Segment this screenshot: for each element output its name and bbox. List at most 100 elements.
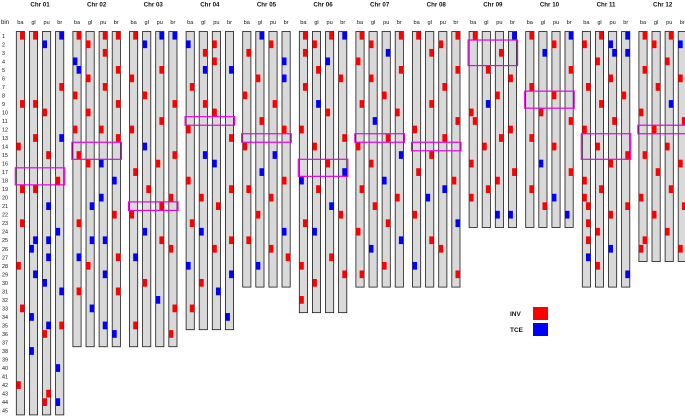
bin-mark-tce [55, 364, 61, 372]
bin-mark-inv [599, 100, 604, 108]
track-label: pu [270, 20, 276, 26]
track-label: br [227, 20, 232, 26]
track-column [564, 31, 574, 228]
track-column [242, 31, 252, 288]
bin-mark-inv [595, 57, 600, 66]
track-label: ba [470, 20, 477, 26]
bin-mark-inv [508, 125, 513, 134]
bin-mark-inv [86, 74, 91, 83]
track-column [155, 31, 165, 348]
bin-mark-inv [512, 168, 517, 176]
chromosome-label: Chr 12 [653, 2, 673, 9]
bin-mark-tce [42, 278, 48, 287]
bin-mark-inv [76, 151, 82, 159]
bin-mark-tce [542, 48, 547, 57]
bin-label: 38 [2, 349, 8, 355]
bin-mark-inv [159, 65, 164, 74]
track-column [355, 31, 365, 288]
chromosome-panel: Chr 07 ba gl pu br [354, 2, 405, 288]
bin-mark-inv [33, 100, 38, 108]
bin-label: 13 [2, 136, 8, 142]
bin-mark-inv [268, 244, 274, 253]
track-label: gl [484, 20, 488, 26]
bin-mark-inv [133, 168, 138, 176]
bin-mark-tce [398, 151, 404, 159]
bin-mark-inv [115, 65, 121, 74]
track-column [677, 31, 685, 262]
track-label: gl [145, 20, 149, 26]
bin-mark-inv [642, 236, 648, 245]
bin-mark-inv [472, 31, 478, 40]
highlight-region [467, 39, 519, 67]
bin-mark-inv [655, 83, 661, 91]
bin-mark-tce [455, 219, 460, 228]
track-label: gl [654, 20, 658, 26]
bin-mark-tce [512, 31, 517, 40]
bin-mark-inv [302, 219, 308, 228]
bin-mark-tce [342, 168, 347, 176]
bin-mark-inv [72, 125, 78, 134]
bin-mark-inv [585, 202, 591, 211]
highlight-region [354, 133, 405, 143]
chromosome-panels: Chr 01 ba gl pu br Chr 02 ba gl pu br Chr 03 ba gl pu… [14, 2, 685, 416]
bin-mark-inv [316, 185, 321, 193]
bin-label: 3 [2, 51, 5, 57]
chromosome-panel: Chr 04 ba gl pu br [184, 2, 236, 331]
bin-mark-inv [302, 31, 308, 40]
bin-mark-inv [599, 31, 604, 40]
track-column [368, 31, 378, 288]
bin-mark-inv [469, 193, 474, 202]
bin-mark-inv [242, 142, 248, 151]
highlight-region [637, 124, 685, 135]
bin-mark-inv [99, 125, 104, 134]
bin-mark-inv [678, 159, 683, 168]
bin-mark-tce [312, 227, 317, 236]
bin-mark-inv [19, 31, 25, 40]
bin-label: 32 [2, 298, 8, 304]
chromosome-panel: Chr 09 ba gl pu br [467, 2, 519, 228]
bin-label: 11 [2, 119, 8, 125]
bin-label: 40 [2, 366, 8, 372]
track-label: gl [88, 20, 92, 26]
bin-mark-tce [46, 321, 51, 330]
legend-label: TCE [510, 327, 524, 334]
bin-label: 20 [2, 196, 8, 202]
bin-mark-inv [129, 210, 135, 219]
bin-mark-inv [129, 74, 135, 83]
bin-label: 5 [2, 68, 5, 74]
bin-mark-inv [498, 48, 504, 57]
bin-mark-tce [398, 236, 404, 245]
track-label: br [510, 20, 515, 26]
track-column [494, 31, 504, 228]
bin-mark-tce [112, 176, 117, 185]
bin-mark-inv [16, 142, 21, 151]
bin-mark-inv [395, 193, 400, 202]
track-label: gl [31, 20, 35, 26]
bin-mark-inv [508, 74, 513, 83]
track-label: gl [541, 20, 545, 26]
chromosome-label: Chr 01 [30, 2, 50, 9]
bin-mark-inv [372, 202, 378, 211]
bin-mark-inv [442, 83, 447, 91]
bin-mark-tce [229, 270, 234, 279]
bin-mark-inv [665, 57, 670, 66]
bin-label: 21 [2, 204, 8, 210]
bin-mark-inv [642, 151, 648, 159]
chromosome-label: Chr 09 [483, 2, 503, 9]
bin-mark-inv [299, 125, 304, 134]
bin-mark-inv [302, 83, 308, 91]
bin-mark-inv [369, 74, 374, 83]
bin-mark-inv [416, 168, 421, 176]
bin-mark-inv [59, 83, 64, 91]
bin-label: 12 [2, 127, 8, 133]
bin-mark-inv [282, 125, 287, 134]
bin-mark-tce [72, 57, 78, 66]
track-label: gl [597, 20, 601, 26]
bin-mark-inv [189, 219, 195, 228]
track-label: br [114, 20, 119, 26]
bin-mark-inv [133, 321, 138, 330]
bin-mark-tce [186, 40, 191, 49]
bin-mark-tce [612, 48, 617, 57]
bin-mark-inv [595, 261, 600, 270]
legend-label: INV [510, 311, 522, 318]
